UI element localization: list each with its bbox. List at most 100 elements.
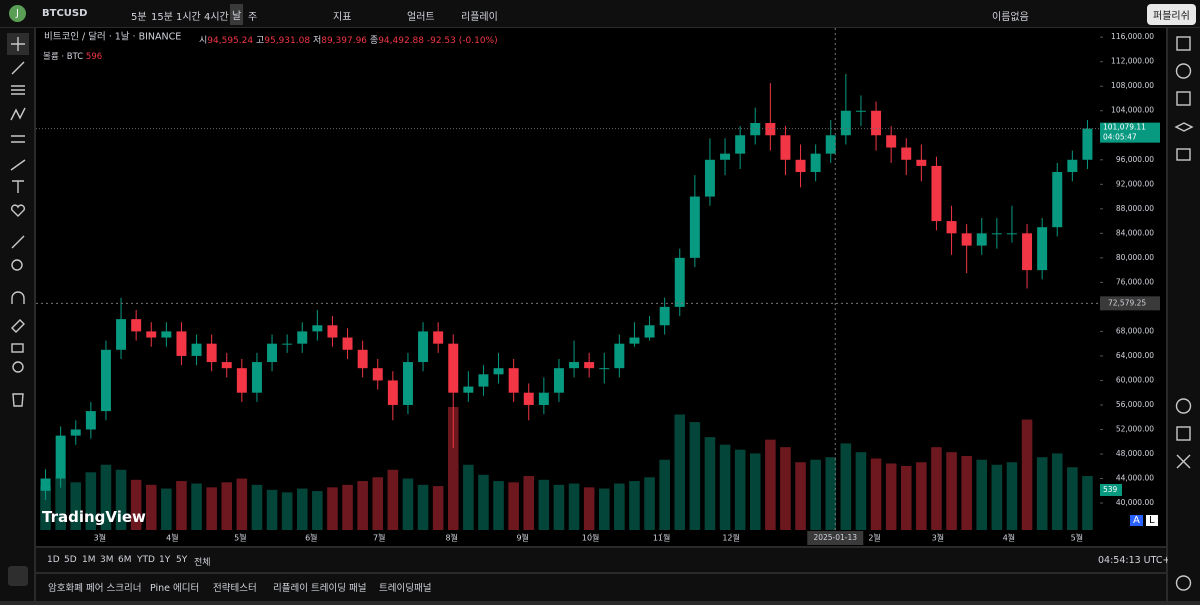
y-tick-label: 60,000.00 [1116, 375, 1154, 384]
volume-bar [206, 487, 217, 530]
publish-button[interactable]: 퍼블리쉬 [1147, 4, 1196, 25]
volume-bar [432, 486, 444, 530]
range-button[interactable]: 1D [47, 555, 60, 565]
text-icon[interactable] [12, 180, 24, 193]
drawing-tools [7, 33, 29, 586]
volume-bar [538, 479, 550, 530]
bottom-tab[interactable]: Pine 에디터 [150, 583, 200, 594]
range-button[interactable]: 1M [82, 555, 96, 565]
range-button[interactable]: 1Y [159, 555, 171, 565]
volume-bar [1067, 467, 1078, 530]
y-tick-label: 48,000.00 [1116, 449, 1154, 458]
volume-legend: 볼륨 · BTC 596 [43, 50, 102, 62]
bottom-tab[interactable]: 암호화폐 페어 스크리너 [48, 583, 142, 594]
candle-body [357, 349, 368, 369]
zoom-icon[interactable] [11, 259, 23, 271]
watchlist-star[interactable] [8, 566, 28, 586]
candle-body [538, 392, 549, 405]
brush-icon[interactable] [10, 159, 26, 171]
target-icon[interactable] [1175, 398, 1192, 414]
lock-draw-icon[interactable] [11, 319, 25, 333]
x-tick-label: 3월 [932, 533, 944, 543]
crosshair-price-tag [1100, 296, 1160, 311]
volume-bar [659, 459, 670, 530]
volume-bar [598, 488, 610, 530]
trendline-icon[interactable] [11, 61, 25, 75]
range-button[interactable]: 3M [100, 555, 114, 565]
calendar-icon[interactable] [1176, 426, 1191, 441]
trash-icon[interactable] [12, 393, 24, 407]
candle-body [629, 337, 640, 344]
cursor-icon [11, 37, 25, 51]
interval[interactable]: 1시간 [176, 12, 201, 23]
replay-button[interactable]: 리플레이 [461, 12, 498, 23]
symbol[interactable]: BTCUSD [42, 8, 88, 19]
pattern-icon[interactable] [10, 107, 26, 121]
bottom-tab[interactable]: 리플레이 트레이딩 패널 [273, 583, 367, 594]
auto-scale[interactable]: A [1130, 515, 1143, 526]
ruler-icon[interactable] [11, 235, 25, 249]
bottom-tab[interactable]: 전략테스터 [213, 583, 257, 594]
y-tick-label: 68,000.00 [1116, 326, 1154, 335]
ideas-icon[interactable] [1176, 454, 1191, 469]
layout-name[interactable]: 이름없음 [992, 12, 1029, 23]
range-button[interactable]: 전체 [194, 558, 211, 568]
candle-body [991, 233, 1002, 235]
last-price-tag [1100, 122, 1160, 143]
interval-active[interactable]: 날 [230, 4, 244, 25]
watchlist-icon[interactable] [1176, 36, 1191, 51]
x-tick-label: 4월 [166, 533, 178, 543]
volume-bar [689, 422, 701, 530]
interval[interactable]: 4시간 [204, 12, 229, 23]
price-axis [1100, 28, 1166, 546]
news-icon[interactable] [1176, 91, 1191, 106]
indicators-button[interactable]: 지표 [333, 12, 352, 23]
left-toolbar [0, 28, 34, 601]
eye-icon[interactable] [12, 361, 24, 373]
forecast-icon[interactable] [11, 135, 25, 143]
bottom-tab[interactable]: 트레이딩패널 [379, 583, 432, 594]
candle-body [855, 110, 866, 112]
y-tick-label: 96,000.00 [1116, 155, 1154, 164]
candle-body [40, 478, 51, 491]
lock-icon[interactable] [11, 343, 24, 353]
y-tick-label: 88,000.00 [1116, 204, 1154, 213]
volume-value: 596 [85, 52, 103, 62]
interval[interactable]: 5분 [131, 12, 147, 23]
candle-body [478, 374, 489, 387]
favorite-icon[interactable] [10, 204, 26, 217]
candle-body [523, 392, 534, 405]
volume-bar [855, 452, 867, 530]
range-button[interactable]: YTD [137, 555, 155, 565]
ohlc-label: 종 [369, 36, 379, 46]
alert-icon[interactable] [1175, 63, 1192, 79]
candle-body [161, 331, 172, 338]
interval[interactable]: 15분 [151, 12, 173, 23]
y-tick-label: 108,000.00 [1111, 81, 1154, 90]
chat-icon[interactable] [1176, 148, 1191, 161]
magnet-icon[interactable] [11, 291, 25, 304]
range-button[interactable]: 5D [64, 555, 77, 565]
candle-body [131, 319, 142, 332]
x-tick-label: 6월 [305, 533, 317, 543]
y-tick-label: 80,000.00 [1116, 253, 1154, 262]
candle-body [508, 368, 519, 393]
log-scale[interactable]: L [1146, 515, 1158, 526]
range-button[interactable]: 5Y [176, 555, 188, 565]
help-icon[interactable] [1175, 575, 1192, 591]
candle-body [614, 343, 625, 369]
interval[interactable]: 주 [248, 12, 258, 23]
candle-body [961, 233, 972, 246]
candle-body [886, 135, 897, 148]
alerts-button[interactable]: 얼러트 [407, 12, 435, 23]
watermark: TradingView [42, 508, 146, 526]
fib-icon[interactable] [11, 85, 25, 95]
candle-body [342, 337, 353, 350]
range-button[interactable]: 6M [118, 555, 132, 565]
candle-body [946, 221, 957, 234]
layers-icon[interactable] [1174, 122, 1194, 132]
legend-title: 비트코인 / 달러 · 1날 · BINANCE [44, 31, 181, 43]
y-tick-label: 44,000.00 [1116, 474, 1154, 483]
avatar[interactable]: J [9, 5, 26, 22]
x-tick-label: 3월 [94, 533, 106, 543]
